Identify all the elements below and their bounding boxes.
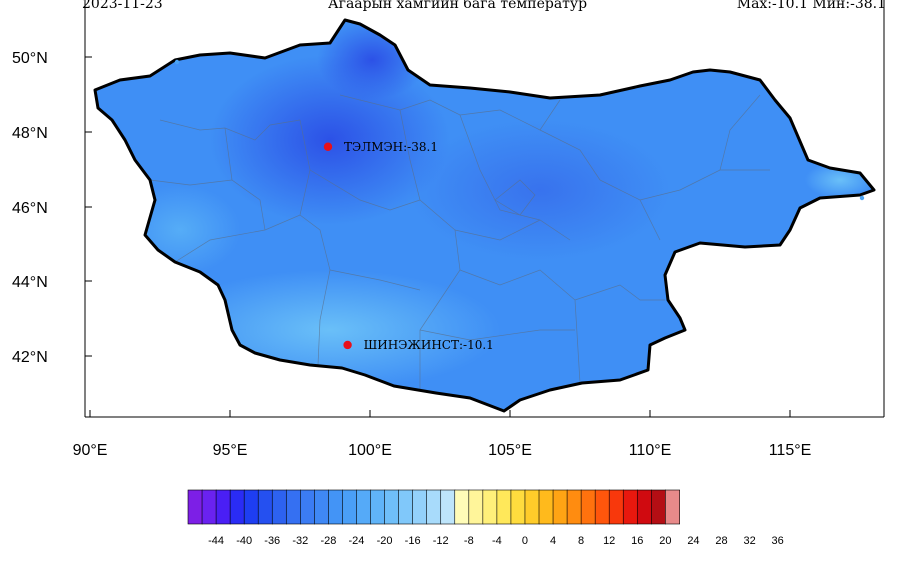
colorbar-swatch <box>243 489 259 525</box>
lon-label: 90°E <box>73 442 108 459</box>
colorbar-swatch <box>482 489 498 525</box>
colorbar: -44 -40 -36 -32 -28 -24 -20 -16 -12 -8 -4 0 4 8 12 16 20… <box>187 489 784 547</box>
colorbar-tick-label: 36 <box>772 535 784 547</box>
station-markers: ТЭЛМЭН:-38.1 ШИНЭЖИНСТ:-10.1 <box>323 140 494 352</box>
colorbar-swatch <box>229 489 245 525</box>
colorbar-tick-label: -28 <box>320 535 336 547</box>
colorbar-swatch <box>454 489 470 525</box>
colorbar-swatch <box>496 489 512 525</box>
colorbar-swatch <box>384 489 400 525</box>
station-label: ШИНЭЖИНСТ:-10.1 <box>364 338 494 352</box>
colorbar-swatch <box>328 489 344 525</box>
lat-label: 46°N <box>12 200 48 217</box>
colorbar-tick-label: -20 <box>377 535 393 547</box>
colorbar-swatch <box>356 489 372 525</box>
station-marker[interactable] <box>323 142 333 151</box>
lon-label: 95°E <box>213 442 248 459</box>
colorbar-swatch <box>552 489 568 525</box>
colorbar-tick-label: 16 <box>631 535 643 547</box>
colorbar-tick-label: -44 <box>208 535 224 547</box>
colorbar-tick-label: 4 <box>550 535 556 547</box>
colorbar-swatch <box>665 489 680 525</box>
colorbar-swatch <box>201 489 217 525</box>
lake-dot <box>174 59 180 65</box>
max-min-stats: Max:-10.1 Мин:-38.1 <box>736 0 886 12</box>
colorbar-swatch <box>651 489 666 525</box>
colorbar-swatch <box>271 489 287 525</box>
colorbar-tick-label: -24 <box>349 535 365 547</box>
colorbar-tick-label: -16 <box>405 535 421 547</box>
colorbar-swatch <box>215 489 231 525</box>
station-marker[interactable] <box>343 340 352 350</box>
colorbar-tick-label: 24 <box>687 535 699 547</box>
colorbar-swatch <box>257 489 273 525</box>
lon-label: 100°E <box>348 442 392 459</box>
colorbar-swatch <box>580 489 596 525</box>
lat-label: 44°N <box>12 274 48 291</box>
colorbar-tick-label: 12 <box>603 535 615 547</box>
colorbar-swatch <box>285 489 301 525</box>
map-date: 2023-11-23 <box>82 0 163 12</box>
colorbar-swatch <box>300 489 315 525</box>
colorbar-swatch <box>314 489 329 525</box>
colorbar-swatch <box>370 489 386 525</box>
colorbar-swatch <box>468 489 484 525</box>
colorbar-swatch <box>398 489 414 525</box>
latitude-axis: 50°N 48°N 46°N 44°N 42°N <box>12 50 92 366</box>
colorbar-swatch <box>636 489 652 525</box>
lat-label: 48°N <box>12 125 48 142</box>
lon-label: 110°E <box>629 442 672 459</box>
lat-label: 50°N <box>12 50 48 67</box>
lat-label: 42°N <box>12 349 48 366</box>
longitude-axis: 90°E 95°E 100°E 105°E 110°E 115°E <box>73 410 812 459</box>
cold-core-central <box>410 120 670 260</box>
warm-west <box>120 185 240 275</box>
colorbar-swatch <box>342 489 358 525</box>
colorbar-swatch <box>187 489 203 525</box>
colorbar-swatch <box>510 489 526 525</box>
colorbar-tick-label: 28 <box>715 535 727 547</box>
colorbar-tick-label: 8 <box>578 535 584 547</box>
colorbar-swatch <box>412 489 428 525</box>
station-label: ТЭЛМЭН:-38.1 <box>344 140 438 154</box>
colorbar-swatch <box>566 489 582 525</box>
province-boundaries <box>149 94 770 390</box>
colorbar-swatch <box>440 489 456 525</box>
temperature-field <box>95 20 874 411</box>
colorbar-swatch <box>622 489 638 525</box>
colorbar-tick-label: 20 <box>659 535 671 547</box>
lon-label: 115°E <box>769 442 812 459</box>
colorbar-tick-label: -8 <box>464 535 474 547</box>
colorbar-tick-label: 32 <box>743 535 755 547</box>
colorbar-tick-label: -36 <box>264 535 280 547</box>
colorbar-swatch <box>608 489 624 525</box>
lon-label: 105°E <box>488 442 532 459</box>
colorbar-swatch <box>594 489 610 525</box>
warm-south <box>160 270 500 390</box>
colorbar-tick-label: -40 <box>236 535 252 547</box>
colorbar-swatch <box>426 489 442 525</box>
colorbar-tick-label: -12 <box>433 535 449 547</box>
colorbar-swatch <box>538 489 554 525</box>
colorbar-tick-label: 0 <box>522 535 528 547</box>
colorbar-tick-label: -4 <box>492 535 502 547</box>
lake-dot <box>859 195 865 201</box>
colorbar-tick-label: -32 <box>292 535 308 547</box>
colorbar-swatch <box>524 489 540 525</box>
map-title: Агаарын хамгийн бага температур <box>328 0 588 12</box>
